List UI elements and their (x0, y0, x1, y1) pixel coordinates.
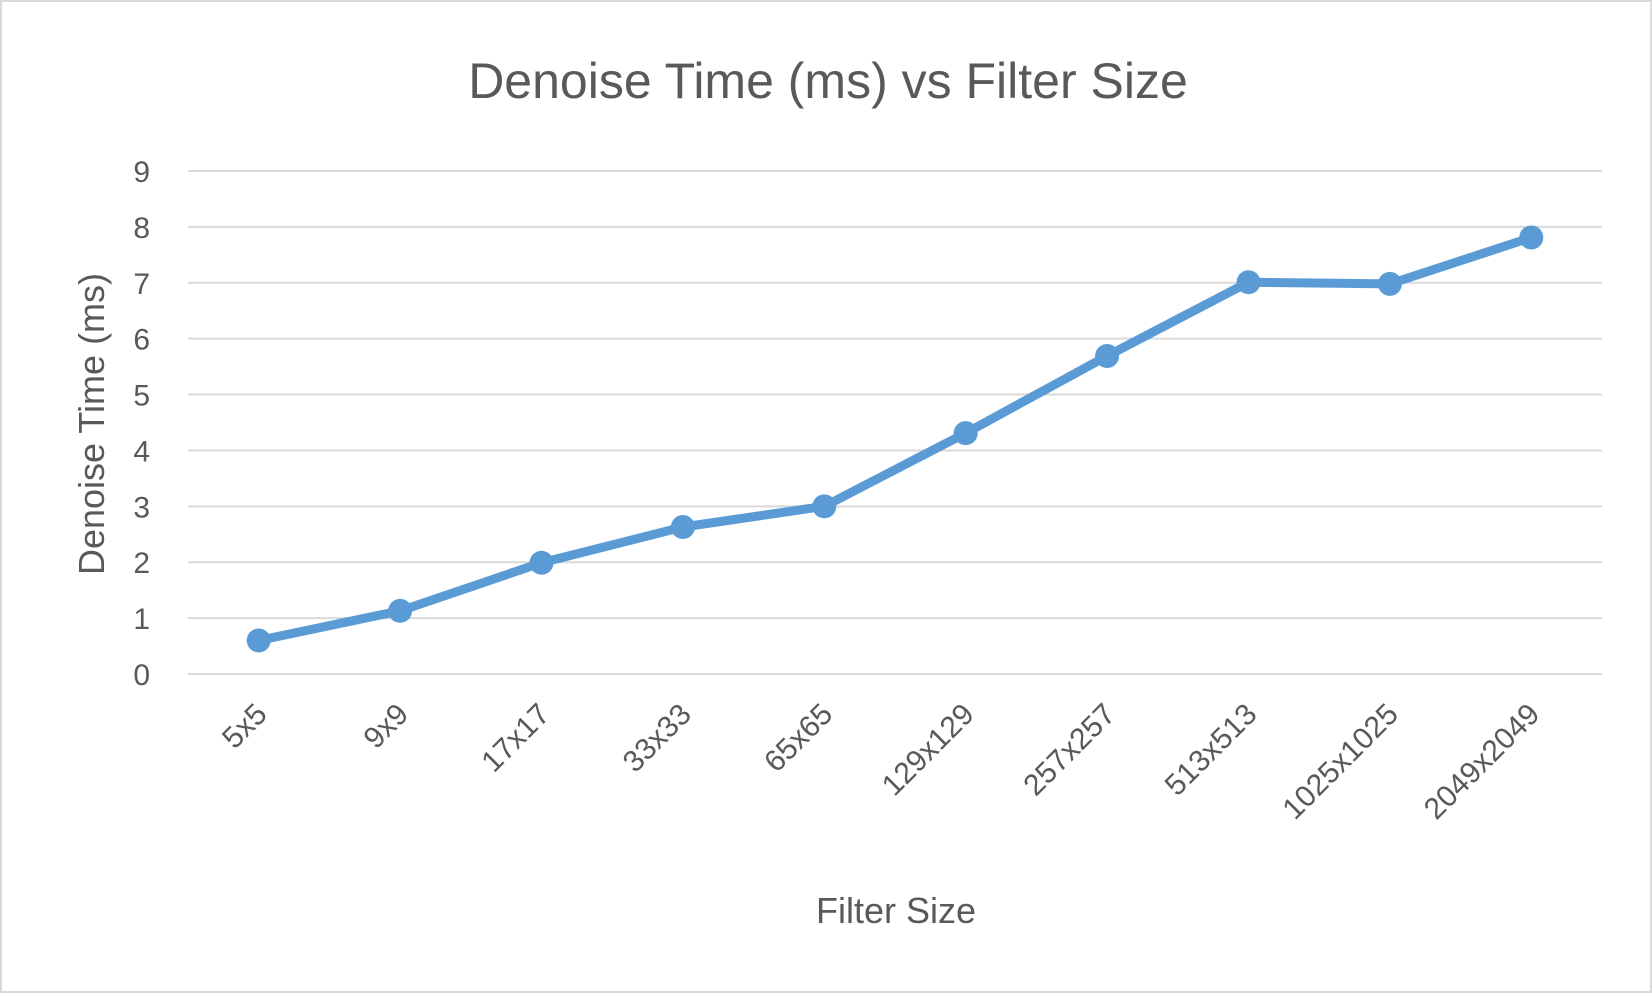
data-point (246, 628, 271, 653)
x-tick-label: 257x257 (1017, 698, 1122, 803)
y-axis-ticks: 0 1 2 3 4 5 6 7 8 9 (133, 156, 150, 692)
x-tick-label: 129x129 (876, 698, 981, 803)
data-point (1095, 343, 1120, 368)
x-axis-ticks: 5x5 9x9 17x17 33x33 65x65 129x129 257x257 513x5… (216, 698, 1546, 826)
series-line-0 (254, 233, 1536, 645)
gridlines (188, 170, 1602, 675)
x-tick-label: 33x33 (617, 698, 698, 779)
y-tick-label: 3 (133, 491, 150, 524)
data-point (1236, 270, 1261, 295)
data-point (670, 515, 695, 540)
data-point (953, 421, 978, 446)
data-point (388, 598, 413, 623)
x-tick-label: 65x65 (758, 698, 839, 779)
y-tick-label: 8 (133, 212, 150, 245)
y-tick-label: 4 (133, 435, 150, 468)
chart-title: Denoise Time (ms) vs Filter Size (468, 53, 1188, 109)
y-tick-label: 0 (133, 659, 150, 692)
x-axis-title: Filter Size (816, 890, 976, 931)
y-tick-label: 7 (133, 268, 150, 301)
y-axis-title: Denoise Time (ms) (71, 273, 112, 575)
data-point (1377, 271, 1402, 296)
y-tick-label: 9 (133, 156, 150, 189)
y-tick-label: 5 (133, 380, 150, 413)
x-tick-label: 9x9 (358, 698, 416, 756)
y-tick-label: 1 (133, 603, 150, 636)
data-point (1519, 225, 1544, 250)
x-tick-label: 513x513 (1159, 698, 1264, 803)
x-tick-label: 17x17 (475, 698, 556, 779)
x-tick-label: 1025x1025 (1277, 698, 1405, 826)
x-tick-label: 5x5 (216, 698, 274, 756)
data-point (529, 550, 554, 575)
x-tick-label: 2049x2049 (1418, 698, 1546, 826)
data-point (812, 494, 837, 519)
y-tick-label: 2 (133, 547, 150, 580)
series-layer (246, 225, 1544, 653)
y-tick-label: 6 (133, 324, 150, 357)
